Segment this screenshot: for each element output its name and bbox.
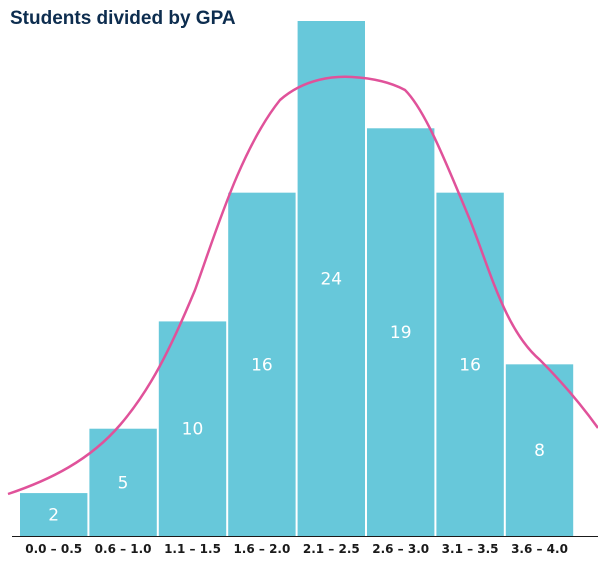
x-tick-label-7: 3.6 – 4.0 bbox=[511, 542, 568, 556]
bar-3 bbox=[228, 192, 296, 536]
bar-0 bbox=[20, 493, 88, 536]
bar-value-label-6: 16 bbox=[459, 355, 481, 375]
bars-layer: 2 5 10 16 24 19 16 8 bbox=[20, 21, 574, 536]
bar-6 bbox=[436, 192, 504, 536]
bar-2 bbox=[158, 321, 227, 536]
ticks-layer: 0.0 – 0.5 0.6 – 1.0 1.1 – 1.5 1.6 – 2.0 2.1 … bbox=[25, 542, 568, 556]
x-tick-label-5: 2.6 – 3.0 bbox=[372, 542, 429, 556]
x-tick-label-6: 3.1 – 3.5 bbox=[442, 542, 499, 556]
bar-value-label-4: 24 bbox=[320, 270, 342, 290]
bar-1 bbox=[89, 428, 157, 536]
bar-7 bbox=[505, 364, 574, 536]
bar-value-label-2: 10 bbox=[182, 420, 204, 440]
bar-value-label-3: 16 bbox=[251, 355, 273, 375]
bar-value-label-7: 8 bbox=[534, 441, 545, 461]
x-tick-label-0: 0.0 – 0.5 bbox=[25, 542, 82, 556]
bar-value-label-5: 19 bbox=[390, 323, 412, 343]
bar-4 bbox=[297, 21, 365, 536]
x-tick-label-2: 1.1 – 1.5 bbox=[164, 542, 221, 556]
bar-5 bbox=[367, 128, 435, 536]
bar-value-label-1: 5 bbox=[118, 473, 129, 493]
bar-value-label-0: 2 bbox=[48, 506, 59, 526]
chart-title: Students divided by GPA bbox=[10, 8, 236, 29]
x-tick-label-4: 2.1 – 2.5 bbox=[303, 542, 360, 556]
x-tick-label-1: 0.6 – 1.0 bbox=[95, 542, 152, 556]
x-tick-label-3: 1.6 – 2.0 bbox=[233, 542, 290, 556]
density-curve bbox=[7, 75, 598, 496]
